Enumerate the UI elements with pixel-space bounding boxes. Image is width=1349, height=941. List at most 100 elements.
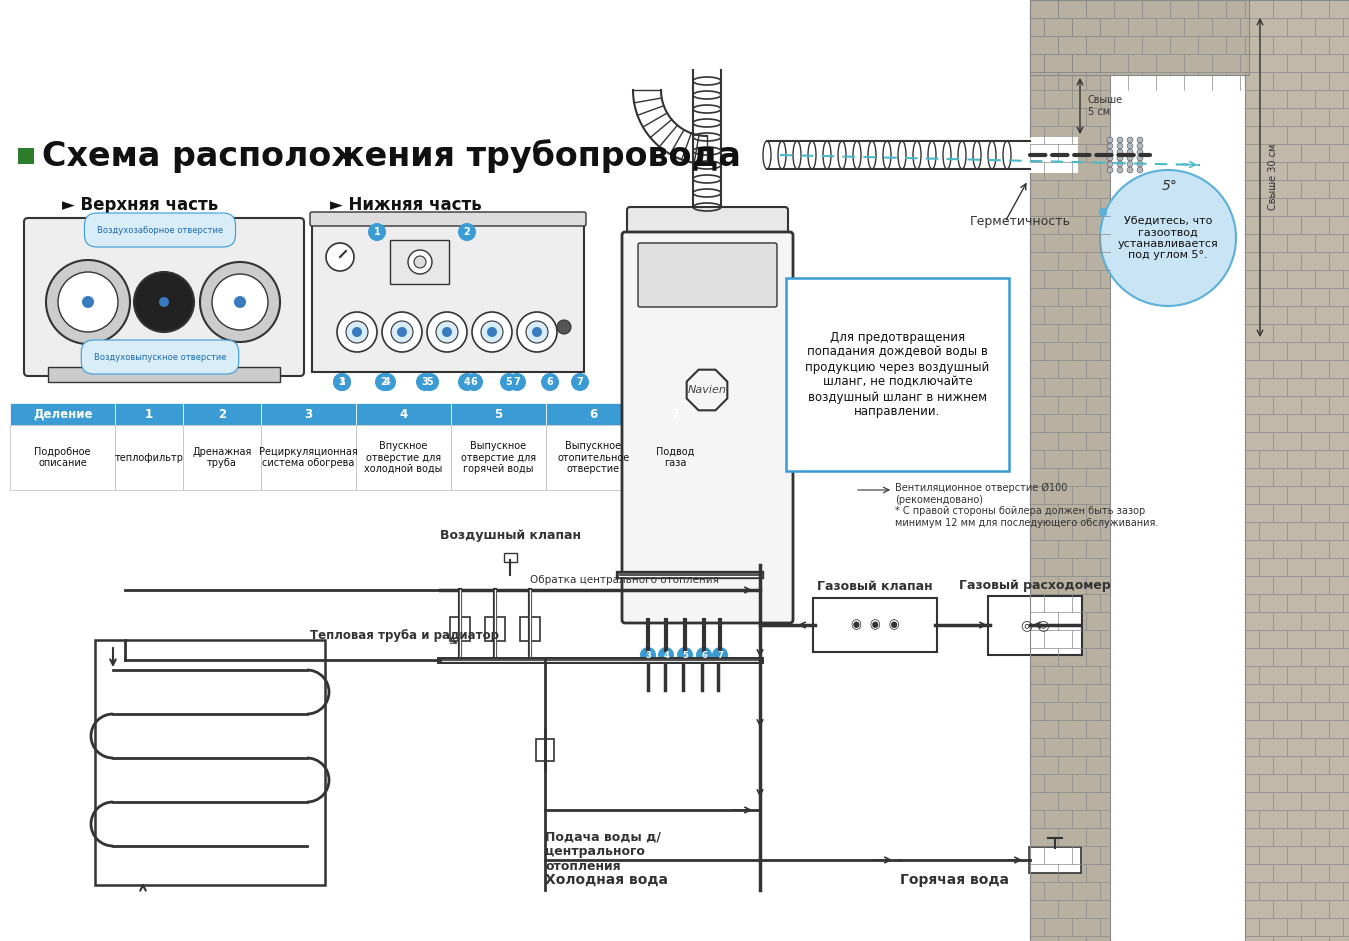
Text: Газовый клапан: Газовый клапан bbox=[817, 581, 932, 594]
Text: 4: 4 bbox=[464, 377, 471, 387]
Text: Дренажная
труба: Дренажная труба bbox=[193, 447, 252, 469]
Text: 5: 5 bbox=[506, 377, 513, 387]
FancyBboxPatch shape bbox=[115, 425, 183, 490]
Text: Холодная вода: Холодная вода bbox=[545, 873, 668, 887]
Circle shape bbox=[1137, 137, 1143, 143]
FancyBboxPatch shape bbox=[9, 403, 115, 425]
Text: 4: 4 bbox=[664, 650, 669, 660]
Circle shape bbox=[677, 647, 693, 663]
FancyBboxPatch shape bbox=[1029, 847, 1081, 873]
Circle shape bbox=[658, 647, 674, 663]
Text: 3: 3 bbox=[339, 377, 345, 387]
Text: Деление: Деление bbox=[32, 407, 92, 421]
Text: 3: 3 bbox=[305, 407, 313, 421]
FancyBboxPatch shape bbox=[451, 403, 546, 425]
FancyBboxPatch shape bbox=[260, 403, 356, 425]
FancyBboxPatch shape bbox=[1245, 0, 1349, 941]
Circle shape bbox=[500, 373, 518, 391]
FancyBboxPatch shape bbox=[312, 222, 584, 372]
Text: Герметичность: Герметичность bbox=[970, 215, 1071, 228]
Text: теплофильтр: теплофильтр bbox=[115, 453, 183, 462]
FancyBboxPatch shape bbox=[1028, 137, 1078, 173]
Text: Воздуховыпускное отверстие: Воздуховыпускное отверстие bbox=[93, 353, 227, 361]
Text: 2: 2 bbox=[464, 227, 471, 237]
Circle shape bbox=[421, 373, 438, 391]
Text: 1: 1 bbox=[144, 407, 152, 421]
Circle shape bbox=[1137, 167, 1143, 173]
Circle shape bbox=[465, 373, 483, 391]
Text: Газовый расходомер: Газовый расходомер bbox=[959, 579, 1110, 592]
Circle shape bbox=[337, 312, 376, 352]
Text: 6: 6 bbox=[546, 377, 553, 387]
FancyBboxPatch shape bbox=[641, 403, 710, 425]
Circle shape bbox=[46, 260, 130, 344]
Text: Выпускное
отверстие для
горячей воды: Выпускное отверстие для горячей воды bbox=[461, 441, 536, 474]
Circle shape bbox=[82, 296, 94, 308]
Circle shape bbox=[212, 274, 268, 330]
Circle shape bbox=[414, 256, 426, 268]
Text: 7: 7 bbox=[576, 377, 583, 387]
Circle shape bbox=[459, 373, 476, 391]
FancyBboxPatch shape bbox=[1031, 0, 1110, 941]
Circle shape bbox=[1108, 161, 1113, 167]
Circle shape bbox=[436, 321, 459, 343]
FancyBboxPatch shape bbox=[9, 425, 115, 490]
Circle shape bbox=[1137, 149, 1143, 155]
FancyBboxPatch shape bbox=[546, 425, 641, 490]
Circle shape bbox=[1099, 170, 1236, 306]
Text: Выпускное
отопительное
отверстие: Выпускное отопительное отверстие bbox=[557, 441, 630, 474]
Circle shape bbox=[557, 320, 571, 334]
FancyBboxPatch shape bbox=[987, 596, 1082, 655]
Text: 1: 1 bbox=[339, 377, 345, 387]
Circle shape bbox=[378, 373, 397, 391]
Text: ► Нижняя часть: ► Нижняя часть bbox=[331, 196, 482, 214]
Text: Подробное
описание: Подробное описание bbox=[34, 447, 90, 469]
FancyBboxPatch shape bbox=[356, 425, 451, 490]
Text: Подвод
газа: Подвод газа bbox=[656, 447, 695, 469]
Text: Вентиляционное отверстие Ø100
(рекомендовано)
* С правой стороны бойлера должен : Вентиляционное отверстие Ø100 (рекомендо… bbox=[894, 483, 1159, 528]
Circle shape bbox=[382, 312, 422, 352]
Text: Подача воды д/
центрального
отопления: Подача воды д/ центрального отопления bbox=[545, 830, 661, 873]
Text: 3: 3 bbox=[422, 377, 429, 387]
Circle shape bbox=[375, 373, 393, 391]
Circle shape bbox=[541, 373, 558, 391]
Circle shape bbox=[352, 327, 362, 337]
Text: Для предотвращения
попадания дождевой воды в
продукцию через воздушный
шланг, не: Для предотвращения попадания дождевой во… bbox=[805, 330, 990, 419]
FancyBboxPatch shape bbox=[451, 617, 469, 641]
FancyBboxPatch shape bbox=[49, 367, 281, 382]
Text: Воздухозаборное отверстие: Воздухозаборное отверстие bbox=[97, 226, 223, 234]
Text: 5°: 5° bbox=[1161, 179, 1178, 193]
Circle shape bbox=[487, 327, 496, 337]
Circle shape bbox=[333, 373, 351, 391]
FancyBboxPatch shape bbox=[486, 617, 505, 641]
FancyBboxPatch shape bbox=[622, 232, 793, 623]
Text: Рециркуляционная
система обогрева: Рециркуляционная система обогрева bbox=[259, 447, 357, 469]
Text: 4: 4 bbox=[399, 407, 407, 421]
FancyBboxPatch shape bbox=[310, 212, 585, 226]
FancyBboxPatch shape bbox=[115, 403, 183, 425]
Text: Свыше 30 см: Свыше 30 см bbox=[1268, 144, 1278, 210]
Circle shape bbox=[1108, 137, 1113, 143]
Text: 7: 7 bbox=[670, 407, 679, 421]
Text: Убедитесь, что
газоотвод
устанавливается
под углом 5°.: Убедитесь, что газоотвод устанавливается… bbox=[1117, 215, 1218, 261]
Circle shape bbox=[459, 223, 476, 241]
FancyBboxPatch shape bbox=[786, 278, 1009, 471]
Circle shape bbox=[415, 373, 434, 391]
Circle shape bbox=[1117, 161, 1122, 167]
FancyBboxPatch shape bbox=[641, 425, 710, 490]
Text: Navien: Navien bbox=[688, 385, 727, 395]
Circle shape bbox=[442, 327, 452, 337]
FancyBboxPatch shape bbox=[519, 617, 540, 641]
Text: 7: 7 bbox=[514, 377, 521, 387]
Circle shape bbox=[1108, 149, 1113, 155]
Circle shape bbox=[1117, 143, 1122, 149]
FancyBboxPatch shape bbox=[260, 425, 356, 490]
Circle shape bbox=[1117, 155, 1122, 161]
Circle shape bbox=[333, 373, 351, 391]
Text: 5: 5 bbox=[426, 377, 433, 387]
Circle shape bbox=[571, 373, 590, 391]
FancyBboxPatch shape bbox=[638, 243, 777, 307]
FancyBboxPatch shape bbox=[1031, 0, 1249, 75]
Text: 6: 6 bbox=[471, 377, 478, 387]
FancyBboxPatch shape bbox=[356, 403, 451, 425]
